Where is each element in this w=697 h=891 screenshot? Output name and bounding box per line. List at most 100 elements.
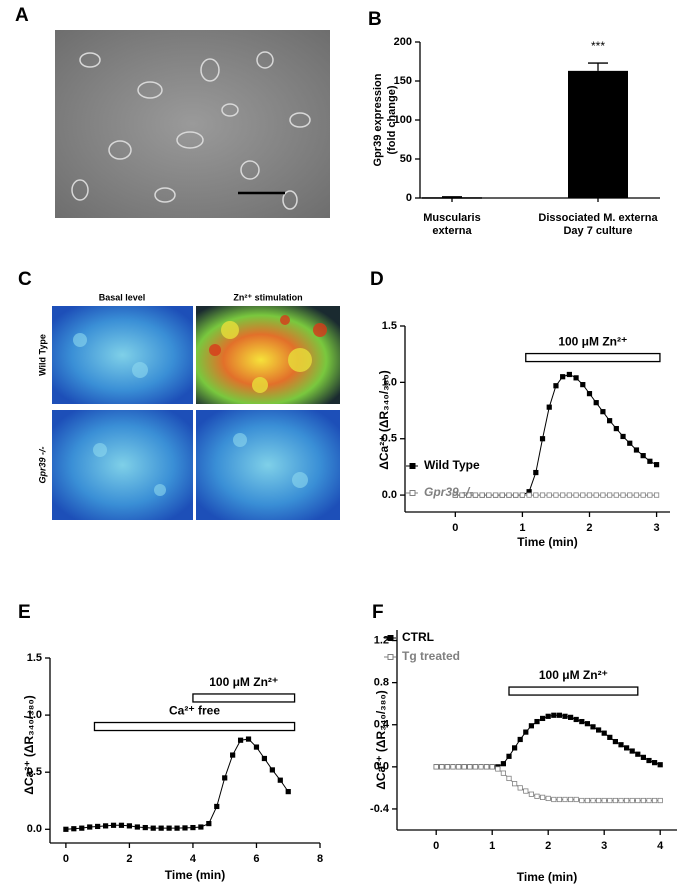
data-point xyxy=(483,764,490,770)
data-point xyxy=(158,825,164,831)
data-point xyxy=(478,764,484,770)
data-point xyxy=(573,716,579,723)
data-point xyxy=(580,382,586,388)
data-point xyxy=(624,797,630,804)
micrograph xyxy=(55,30,330,218)
y-tick-label: 0.0 xyxy=(382,489,397,501)
data-point xyxy=(618,797,624,804)
data-point xyxy=(269,767,275,773)
data-point xyxy=(206,820,212,827)
significance: *** xyxy=(591,39,605,53)
data-point xyxy=(624,745,630,751)
data-point xyxy=(495,766,501,772)
data-point xyxy=(245,736,252,742)
data-point xyxy=(657,797,663,804)
data-point xyxy=(640,754,647,760)
y-tick-label: 150 xyxy=(394,75,412,87)
y-tick-label: 1.0 xyxy=(27,709,42,721)
y-tick-label: 0.5 xyxy=(27,766,42,778)
data-point xyxy=(607,797,613,804)
data-point xyxy=(79,825,85,831)
data-point xyxy=(63,826,69,832)
data-point xyxy=(455,764,462,770)
data-point xyxy=(452,492,458,498)
data-point xyxy=(593,400,599,406)
y-axis-label: ΔCa²⁺ (ΔR₃₄₀/₃₈₀) xyxy=(374,690,388,790)
bar xyxy=(422,197,482,199)
data-point xyxy=(584,721,591,727)
data-point xyxy=(551,712,557,718)
data-point xyxy=(647,458,653,464)
y-tick-label: 1.0 xyxy=(382,376,397,388)
data-point xyxy=(568,796,574,803)
data-point xyxy=(526,492,532,498)
calcium-images: Basal level Zn²⁺ stimulation Wild Type G… xyxy=(37,292,340,520)
data-point xyxy=(613,492,619,498)
data-point xyxy=(519,492,526,498)
data-point xyxy=(620,492,626,498)
y-axis-label: (fold change) xyxy=(386,85,398,154)
stimulus-bar xyxy=(508,686,639,696)
x-axis-label: Time (min) xyxy=(517,535,577,549)
data-point xyxy=(600,492,606,498)
data-point xyxy=(640,492,646,498)
data-point xyxy=(285,789,291,795)
stimulus-bar xyxy=(192,693,296,703)
data-point xyxy=(584,797,591,804)
data-point xyxy=(545,713,551,719)
data-point xyxy=(253,744,260,750)
data-point xyxy=(640,453,646,459)
data-point xyxy=(586,492,593,498)
data-point xyxy=(110,822,117,828)
data-point xyxy=(450,764,456,770)
y-axis-label: ΔCa²⁺ (ΔR₃₄₀/₃₈₀) xyxy=(377,370,391,470)
x-tick-label: Muscularis xyxy=(423,212,480,224)
data-point xyxy=(627,492,633,498)
series-line xyxy=(65,738,289,830)
data-point xyxy=(586,391,593,397)
data-point xyxy=(150,825,156,831)
data-point xyxy=(486,492,492,498)
data-point xyxy=(568,714,574,720)
data-point xyxy=(174,825,180,831)
x-tick-label: 0 xyxy=(63,853,69,865)
legend-label: Tg treated xyxy=(402,649,460,663)
data-point xyxy=(613,425,619,432)
annotation: 100 μM Zn²⁺ xyxy=(558,335,627,349)
annotation: 100 μM Zn²⁺ xyxy=(539,668,608,682)
data-point xyxy=(646,797,652,804)
y-tick-label: -0.4 xyxy=(370,803,390,815)
y-tick-label: 0.0 xyxy=(374,761,389,773)
annotation: 100 μM Zn²⁺ xyxy=(209,675,278,689)
data-point xyxy=(657,762,663,768)
x-tick-label: 4 xyxy=(657,840,664,852)
data-point xyxy=(607,492,613,498)
data-point xyxy=(198,824,204,830)
data-point xyxy=(612,797,619,804)
data-point xyxy=(607,734,613,740)
series-line xyxy=(455,373,657,496)
y-tick-label: 0.4 xyxy=(374,719,390,731)
data-point xyxy=(499,492,505,498)
data-point xyxy=(556,712,563,718)
legend-marker xyxy=(409,463,416,469)
data-point xyxy=(590,797,596,804)
data-point xyxy=(261,755,268,762)
row-label: Gpr39 -/- xyxy=(37,446,47,483)
x-tick-label: 1 xyxy=(489,840,495,852)
data-point xyxy=(539,492,546,498)
data-point xyxy=(528,791,535,797)
y-axis-label: ΔCa²⁺ (ΔR₃₄₀/₃₈₀) xyxy=(22,695,36,795)
legend-marker xyxy=(387,654,394,660)
data-point xyxy=(528,723,535,729)
data-point xyxy=(562,713,568,719)
data-point xyxy=(601,797,607,804)
data-point xyxy=(190,824,196,831)
x-axis-label: Time (min) xyxy=(165,868,225,882)
x-tick-label: 4 xyxy=(190,853,197,865)
y-tick-label: 1.5 xyxy=(27,652,42,664)
column-label: Zn²⁺ stimulation xyxy=(233,292,302,302)
data-point xyxy=(647,492,653,498)
data-point xyxy=(573,375,579,381)
